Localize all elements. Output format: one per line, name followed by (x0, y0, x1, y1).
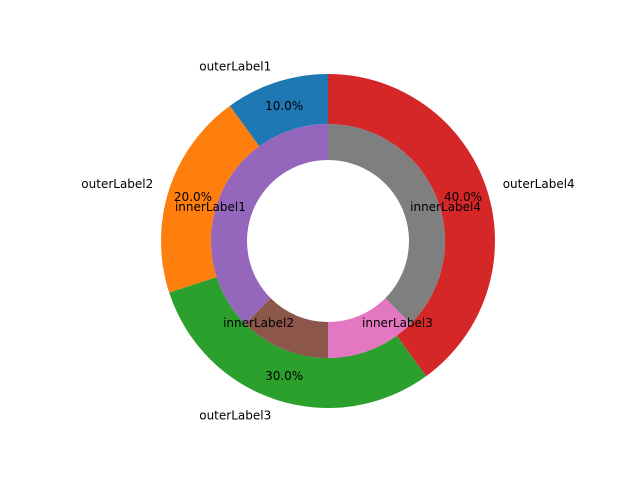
outer-label-4: outerLabel4 (503, 177, 575, 191)
chart-labels: outerLabel1 10.0% outerLabel2 20.0% outerLab… (81, 59, 574, 422)
outer-label-3: outerLabel3 (199, 409, 271, 423)
inner-label-1: innerLabel1 (175, 200, 246, 214)
outer-wedge-4 (328, 74, 495, 377)
outer-percent-2: 20.0% (174, 190, 212, 204)
inner-wedge-1 (210, 124, 328, 324)
inner-label-4: innerLabel4 (410, 200, 481, 214)
outer-percent-1: 10.0% (265, 99, 303, 113)
outer-ring (161, 74, 495, 408)
outer-percent-4: 40.0% (444, 190, 482, 204)
outer-wedge-3 (169, 277, 427, 408)
inner-ring (210, 123, 446, 358)
outer-percent-3: 30.0% (265, 369, 303, 383)
outer-wedge-2 (161, 105, 260, 293)
inner-wedge-2 (245, 298, 328, 358)
inner-wedge-3 (328, 298, 411, 358)
outer-label-2: outerLabel2 (81, 177, 153, 191)
inner-wedge-4 (328, 123, 446, 324)
outer-wedge-1 (229, 74, 328, 147)
inner-label-3: innerLabel3 (362, 316, 433, 330)
inner-label-2: innerLabel2 (223, 316, 294, 330)
outer-label-1: outerLabel1 (199, 59, 271, 73)
